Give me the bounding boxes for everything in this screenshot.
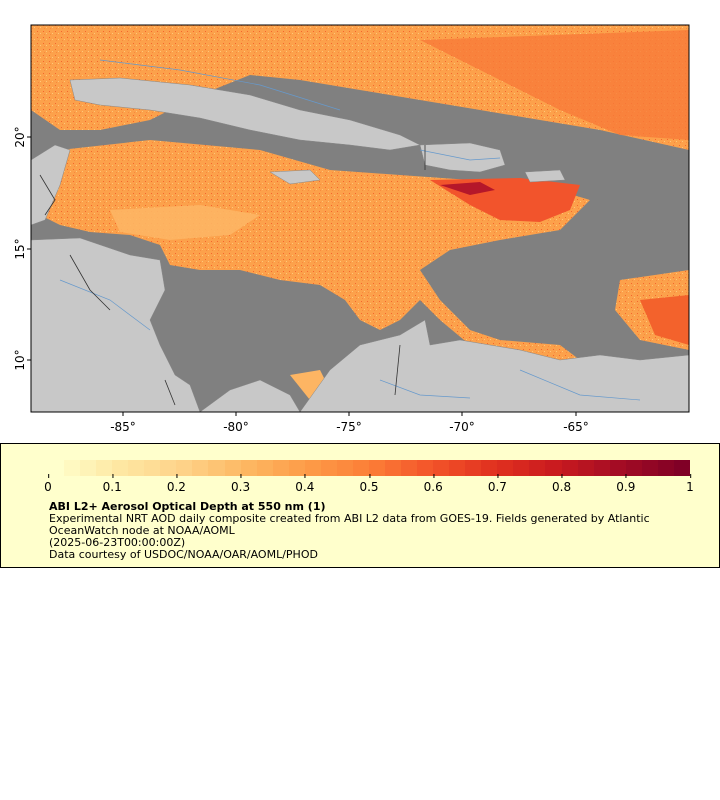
colorbar-tick-label: 0.7: [487, 474, 507, 494]
colorbar-cell: [513, 460, 530, 476]
latitude-axis: 20° 15° 10°: [13, 126, 31, 371]
colorbar-cell: [593, 460, 610, 476]
legend-text: ABI L2+ Aerosol Optical Depth at 550 nm …: [49, 501, 689, 561]
colorbar-tick-label: 0.2: [166, 474, 186, 494]
colorbar-cell: [673, 460, 690, 476]
colorbar-cell: [497, 460, 514, 476]
colorbar-cell: [224, 460, 241, 476]
colorbar-tick-label: 0.4: [295, 474, 315, 494]
country-borders: [39, 145, 426, 406]
colorbar-cell: [577, 460, 594, 476]
colorbar-cell: [352, 460, 369, 476]
colorbar-tick-label: 0.6: [423, 474, 443, 494]
colorbar-tick-label: 0.1: [102, 474, 122, 494]
colorbar-cell: [368, 460, 385, 476]
colorbar-cell: [336, 460, 353, 476]
legend-credit: Data courtesy of USDOC/NOAA/OAR/AOML/PHO…: [49, 548, 318, 561]
colorbar-cell: [128, 460, 145, 476]
colorbar-tick-label: 0.9: [616, 474, 636, 494]
lat-tick-10: 10°: [13, 349, 27, 370]
rivers: [59, 59, 641, 401]
colorbar: [48, 460, 690, 476]
colorbar-cell: [529, 460, 546, 476]
colorbar-cell: [401, 460, 418, 476]
colorbar-cell: [625, 460, 642, 476]
map-panel: 20° 15° 10° -85° -80° -75° -70° -65°: [13, 24, 690, 434]
colorbar-cell: [80, 460, 97, 476]
colorbar-tick-label: 0.3: [231, 474, 251, 494]
colorbar-cell: [449, 460, 466, 476]
colorbar-cell: [320, 460, 337, 476]
legend-date: (2025-06-23T00:00:00Z): [49, 536, 186, 549]
colorbar-cell: [208, 460, 225, 476]
colorbar-cell: [256, 460, 273, 476]
colorbar-cell: [657, 460, 674, 476]
legend-description: Experimental NRT AOD daily composite cre…: [49, 512, 650, 537]
colorbar-cell: [144, 460, 161, 476]
colorbar-cell: [160, 460, 177, 476]
colorbar-cell: [112, 460, 129, 476]
colorbar-cell: [481, 460, 498, 476]
legend-title: ABI L2+ Aerosol Optical Depth at 550 nm …: [49, 500, 326, 513]
lon-tick-80: -80°: [223, 420, 249, 434]
lon-tick-70: -70°: [449, 420, 475, 434]
lat-tick-15: 15°: [13, 238, 27, 259]
colorbar-cell: [641, 460, 658, 476]
colorbar-tick-label: 0.8: [552, 474, 572, 494]
aod-map: 20° 15° 10° -85° -80° -75° -70° -65°: [13, 24, 690, 434]
colorbar-cell: [288, 460, 305, 476]
colorbar-cell: [417, 460, 434, 476]
colorbar-cell: [48, 460, 65, 476]
colorbar-cell: [192, 460, 209, 476]
map-frame: [30, 24, 690, 413]
colorbar-cell: [64, 460, 81, 476]
lon-tick-85: -85°: [110, 420, 136, 434]
aod-field: [31, 25, 689, 412]
colorbar-cell: [433, 460, 450, 476]
colorbar-tick-label: 0: [44, 474, 52, 494]
lat-tick-20: 20°: [13, 126, 27, 147]
colorbar-cell: [465, 460, 482, 476]
longitude-axis: -85° -80° -75° -70° -65°: [110, 412, 589, 434]
colorbar-cell: [176, 460, 193, 476]
lon-tick-65: -65°: [563, 420, 589, 434]
legend-panel: 0 0.1 0.2 0.3 0.4 0.5 0.6 0.7 0.8 0.9 1 ABI L2+ Ae…: [0, 443, 720, 568]
colorbar-cell: [609, 460, 626, 476]
colorbar-cell: [96, 460, 113, 476]
colorbar-cell: [304, 460, 321, 476]
colorbar-cell: [384, 460, 402, 476]
colorbar-tick-label: 0.5: [359, 474, 379, 494]
colorbar-cell: [272, 460, 289, 476]
colorbar-ticks: 0 0.1 0.2 0.3 0.4 0.5 0.6 0.7 0.8 0.9 1: [44, 474, 694, 496]
colorbar-tick-label: 1: [686, 474, 694, 494]
colorbar-cell: [545, 460, 562, 476]
colorbar-cell: [561, 460, 578, 476]
lon-tick-75: -75°: [336, 420, 362, 434]
colorbar-cell: [240, 460, 257, 476]
land-mask: [31, 77, 689, 412]
